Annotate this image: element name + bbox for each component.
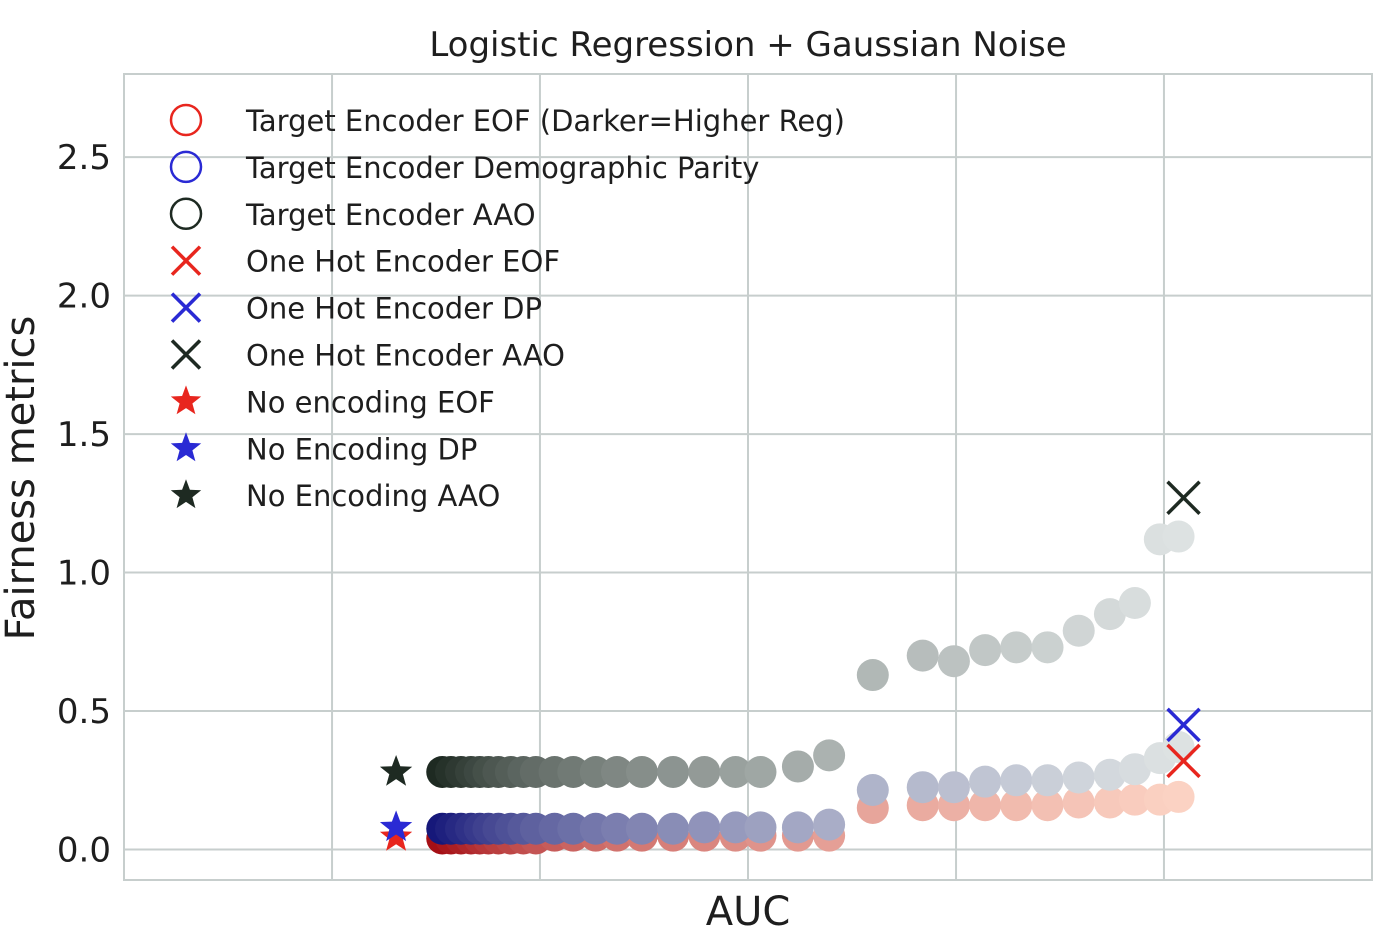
target-encoder-demographic-parity-point xyxy=(688,811,721,844)
target-encoder-eof-darker-higher-reg-point xyxy=(969,789,1002,822)
legend-entry: One Hot Encoder EOF xyxy=(170,245,560,279)
target-encoder-demographic-parity-point xyxy=(1118,753,1151,786)
target-encoder-aao-point xyxy=(906,639,939,672)
legend-label: No encoding EOF xyxy=(246,385,495,419)
target-encoder-aao-point xyxy=(600,755,633,788)
target-encoder-aao-point xyxy=(856,659,889,692)
legend-entry: No Encoding DP xyxy=(170,432,477,466)
target-encoder-eof-darker-higher-reg-point xyxy=(1031,789,1064,822)
target-encoder-aao-point xyxy=(688,755,721,788)
legend-entry: One Hot Encoder AAO xyxy=(170,339,565,373)
target-encoder-aao-point xyxy=(1031,631,1064,664)
target-encoder-aao-point xyxy=(719,755,752,788)
y-tick-label: 2.0 xyxy=(57,277,111,317)
x-axis-label: AUC xyxy=(706,889,791,935)
one-hot-encoder-dp-point xyxy=(1166,707,1201,743)
legend-label: Target Encoder Demographic Parity xyxy=(245,151,759,185)
target-encoder-demographic-parity-point xyxy=(1000,764,1033,797)
target-encoder-demographic-parity-point xyxy=(1093,758,1126,791)
target-encoder-aao-point xyxy=(813,739,846,772)
chart-title: Logistic Regression + Gaussian Noise xyxy=(429,25,1066,65)
legend-marker xyxy=(169,103,203,137)
target-encoder-demographic-parity-point xyxy=(1031,764,1064,797)
legend-marker xyxy=(170,385,202,415)
legend-marker xyxy=(170,245,202,276)
y-tick-label: 2.5 xyxy=(57,138,111,178)
target-encoder-demographic-parity-point xyxy=(937,771,970,804)
target-encoder-demographic-parity-point xyxy=(781,811,814,844)
plot-frame xyxy=(123,73,1373,881)
legend-marker xyxy=(170,479,202,509)
legend-label: Target Encoder AAO xyxy=(245,198,536,232)
target-encoder-aao-point xyxy=(657,755,690,788)
one-hot-encoder-eof-point xyxy=(1166,743,1201,779)
legend-entry: Target Encoder Demographic Parity xyxy=(169,150,759,185)
legend-marker xyxy=(169,150,203,184)
target-encoder-eof-darker-higher-reg-point xyxy=(1000,789,1033,822)
target-encoder-eof-darker-higher-reg-point xyxy=(1162,780,1195,813)
legend-marker xyxy=(170,339,202,370)
y-tick-label: 0.5 xyxy=(57,692,111,732)
legend-marker xyxy=(169,197,203,231)
target-encoder-demographic-parity-point xyxy=(813,808,846,841)
y-tick-label: 1.0 xyxy=(57,554,111,594)
target-encoder-aao-point xyxy=(557,755,590,788)
target-encoder-demographic-parity-point xyxy=(719,811,752,844)
y-tick-labels: 0.0 0.5 1.0 1.5 2.0 2.5 xyxy=(57,138,111,870)
target-encoder-demographic-parity-point xyxy=(856,773,889,806)
legend-entry: No encoding EOF xyxy=(170,385,495,419)
legend-entry: One Hot Encoder DP xyxy=(170,292,542,326)
no-encoding-aao-point xyxy=(379,755,413,786)
target-encoder-aao-point xyxy=(1118,587,1151,620)
target-encoder-demographic-parity-point xyxy=(969,765,1002,798)
target-encoder-demographic-parity-point xyxy=(600,812,633,845)
target-encoder-demographic-parity-point xyxy=(744,811,777,844)
target-encoder-aao-point xyxy=(625,755,658,788)
legend-label: No Encoding AAO xyxy=(246,479,500,513)
one-hot-encoder-aao-point xyxy=(1166,480,1201,516)
target-encoder-eof-darker-higher-reg-point xyxy=(1118,783,1151,816)
data-points xyxy=(379,480,1201,855)
legend-marker xyxy=(170,292,202,323)
target-encoder-aao-point xyxy=(1093,598,1126,631)
target-encoder-aao-point xyxy=(781,750,814,783)
target-encoder-eof-darker-higher-reg-point xyxy=(1093,786,1126,819)
target-encoder-demographic-parity-point xyxy=(1062,761,1095,794)
legend-entry: No Encoding AAO xyxy=(170,479,500,513)
legend-entry: Target Encoder AAO xyxy=(169,197,536,232)
y-tick-label: 0.0 xyxy=(57,831,111,871)
target-encoder-demographic-parity-point xyxy=(657,812,690,845)
y-axis-label: Fairness metrics xyxy=(0,316,44,641)
grid xyxy=(124,74,1373,880)
target-encoder-demographic-parity-point xyxy=(557,812,590,845)
no-encoding-dp-point xyxy=(379,810,413,842)
legend-label: Target Encoder EOF (Darker=Higher Reg) xyxy=(245,104,845,138)
target-encoder-demographic-parity-point xyxy=(906,771,939,804)
legend-entry: Target Encoder EOF (Darker=Higher Reg) xyxy=(169,103,845,138)
legend-label: One Hot Encoder EOF xyxy=(246,245,560,279)
target-encoder-demographic-parity-point xyxy=(625,812,658,845)
legend: Target Encoder EOF (Darker=Higher Reg) Ta… xyxy=(169,103,845,513)
target-encoder-aao-point xyxy=(744,755,777,788)
target-encoder-aao-point xyxy=(1162,520,1195,553)
legend-label: One Hot Encoder DP xyxy=(246,292,542,326)
target-encoder-aao-point xyxy=(969,634,1002,667)
target-encoder-aao-point xyxy=(937,645,970,678)
y-tick-label: 1.5 xyxy=(57,415,111,455)
legend-label: No Encoding DP xyxy=(246,432,477,466)
target-encoder-eof-darker-higher-reg-point xyxy=(1062,786,1095,819)
legend-label: One Hot Encoder AAO xyxy=(246,339,565,373)
target-encoder-aao-point xyxy=(1062,614,1095,647)
no-encoding-eof-point xyxy=(379,820,413,851)
target-encoder-aao-point xyxy=(1000,631,1033,664)
legend-marker xyxy=(170,432,202,462)
